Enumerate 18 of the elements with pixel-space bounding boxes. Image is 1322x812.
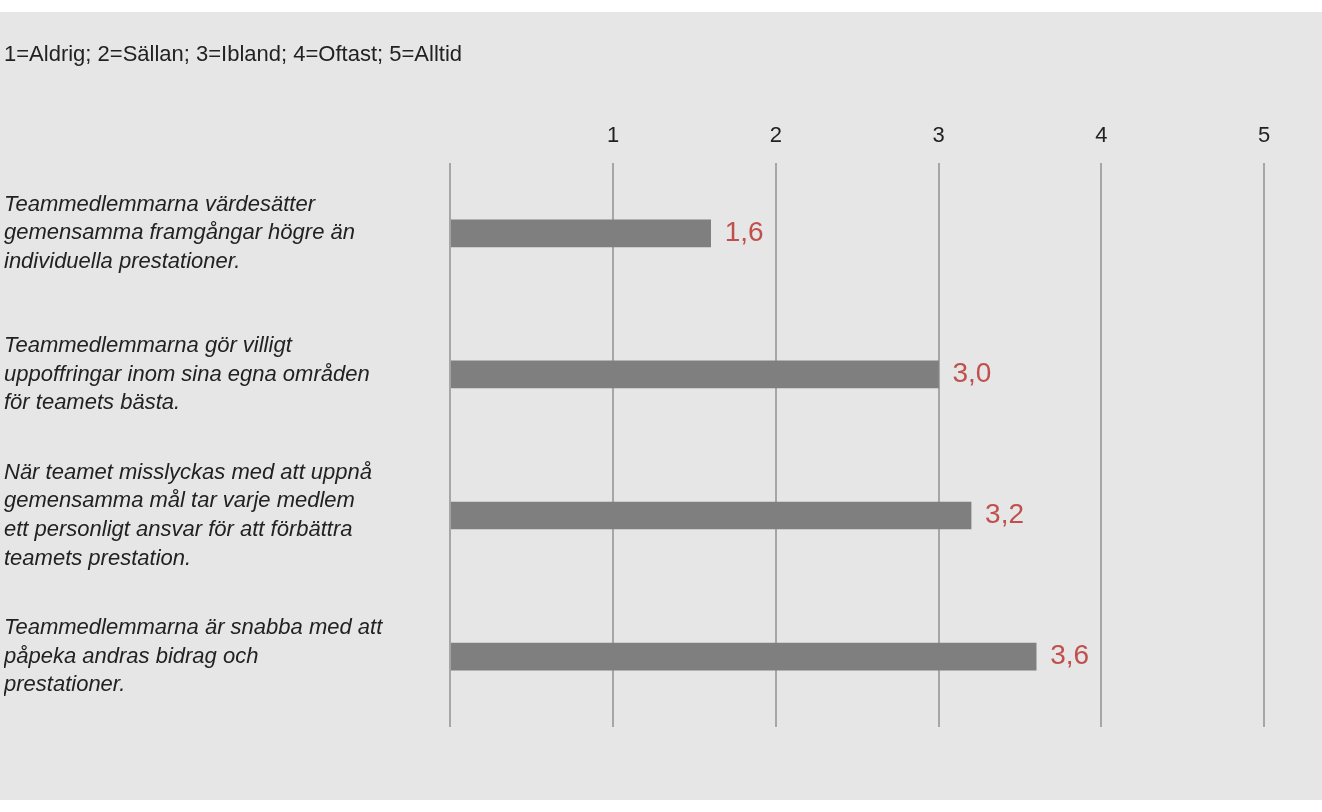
y-tick-label: Teammedlemmarna gör villigt uppoffringar inom sina egna områden för teamets bästa. [4,331,370,415]
bar [450,642,1037,671]
data-label: 3,2 [985,498,1024,530]
bar [450,219,711,248]
data-label: 1,6 [724,216,764,248]
x-tick-label: 4 [1095,121,1108,147]
data-label: 3,6 [1050,639,1090,671]
x-tick-label: 3 [932,121,945,147]
x-tick-label: 1 [606,121,620,147]
text: 1=Aldrig; 2=Sällan; 3=Ibland; 4=Oftast; 5=Alltid [4,41,463,67]
y-tick-label: Teammedlemmarna är snabba med att påpeka andras bidrag och prestationer. [3,614,384,697]
y-tick-label: Teammedlemmarna värdesätter gemensamma framgångar högre än individuella prestationer. [4,190,355,274]
bar [450,501,972,530]
x-tick-label: 5 [1257,121,1271,147]
data-label: 3,0 [952,357,992,389]
x-tick-label: 2 [769,121,782,147]
bar [450,360,939,389]
y-tick-label: När teamet misslyckas med att uppnå gemensamma mål tar varje medlem ett personligt ansvar för att förbättra teamets prestation. [4,458,373,570]
